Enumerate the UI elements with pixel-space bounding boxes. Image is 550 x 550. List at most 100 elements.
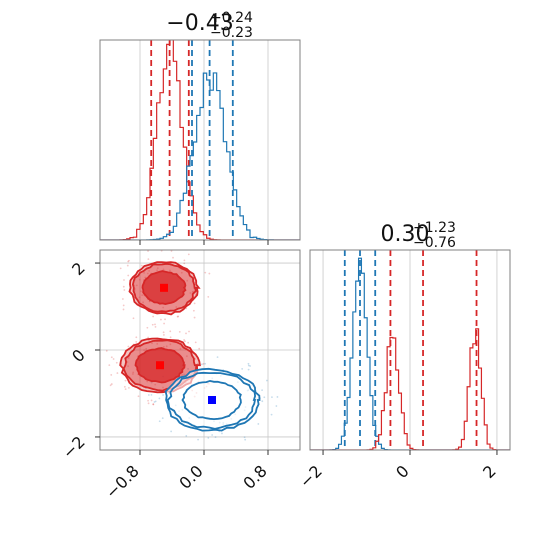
joint-sample-point <box>147 258 150 261</box>
joint-sample-point <box>105 349 108 352</box>
joint-sample-point <box>162 346 165 348</box>
joint-sample-point <box>124 379 127 382</box>
joint-sample-point <box>147 402 150 405</box>
joint-sample-point <box>183 259 186 262</box>
joint-sample-point <box>185 355 188 358</box>
joint-sample-point <box>116 372 119 374</box>
joint-sample-point <box>192 309 195 312</box>
joint-sample-point <box>204 271 207 274</box>
joint-sample-point <box>112 358 115 360</box>
joint-sample-point <box>189 292 192 294</box>
right-marginal-panel: −2 0 2 0.30 +1.23 −0.76 <box>296 220 511 492</box>
joint-sample-point <box>162 331 165 334</box>
top-marginal-ticks <box>139 240 269 245</box>
joint-sample-point <box>216 356 219 359</box>
joint-sample-point <box>152 403 155 406</box>
joint-sample-point <box>200 363 203 366</box>
joint-sample-point <box>247 368 250 371</box>
joint-sample-point <box>162 268 165 271</box>
joint-sample-point <box>207 437 210 439</box>
joint-sample-point <box>146 326 149 329</box>
joint-peak-marker <box>208 396 216 404</box>
joint-sample-point <box>162 386 164 389</box>
joint-sample-point <box>110 383 113 385</box>
joint-sample-point <box>143 271 145 274</box>
joint-xtick-label: 0.0 <box>175 461 206 492</box>
joint-sample-point <box>110 374 113 376</box>
top-marginal-title: −0.43 <box>166 11 233 36</box>
joint-sample-point <box>164 318 166 321</box>
joint-sample-point <box>153 401 156 403</box>
joint-sample-point <box>138 296 141 299</box>
joint-sample-point <box>177 315 180 318</box>
joint-sample-point <box>115 361 118 364</box>
joint-sample-point <box>138 278 141 281</box>
top-marginal-panel: −0.43 +0.24 −0.23 <box>99 10 301 245</box>
joint-sample-point <box>214 436 217 439</box>
joint-sample-point <box>127 365 130 368</box>
joint-sample-point <box>194 341 197 344</box>
joint-sample-point <box>128 259 130 262</box>
joint-sample-point <box>141 294 144 297</box>
joint-sample-point <box>162 394 164 396</box>
right-xtick-label: 0 <box>392 461 413 482</box>
joint-sample-point <box>185 434 188 437</box>
joint-peak-marker <box>160 283 168 292</box>
joint-panel: −0.8 0.0 0.8 −2 0 2 <box>59 249 301 502</box>
joint-sample-point <box>122 308 125 311</box>
joint-sample-point <box>143 349 146 352</box>
joint-sample-point <box>263 396 266 399</box>
joint-sample-point <box>127 260 130 263</box>
joint-sample-point <box>123 385 126 388</box>
joint-sample-point <box>183 373 186 376</box>
joint-sample-point <box>144 276 147 279</box>
top-histogram-series-0 <box>100 40 300 240</box>
joint-sample-point <box>132 317 135 320</box>
joint-sample-point <box>150 393 153 396</box>
joint-sample-point <box>150 381 153 384</box>
joint-ytick-label: 0 <box>68 345 89 366</box>
joint-sample-point <box>146 380 149 383</box>
joint-sample-point <box>126 361 129 363</box>
joint-sample-point <box>152 403 155 406</box>
joint-sample-point <box>147 394 150 396</box>
joint-sample-point <box>162 306 165 309</box>
top-marginal-frame <box>99 39 301 241</box>
joint-sample-point <box>169 343 172 346</box>
joint-sample-point <box>175 306 178 308</box>
right-marginal-grid <box>322 250 498 450</box>
top-title-value: −0.43 <box>166 11 233 36</box>
joint-sample-point <box>140 290 142 293</box>
joint-sample-point <box>169 269 171 272</box>
joint-sample-point <box>145 347 148 350</box>
joint-sample-point <box>161 417 164 420</box>
joint-sample-point <box>170 430 173 433</box>
joint-sample-point <box>169 330 172 333</box>
joint-sample-point <box>247 362 250 365</box>
joint-sample-point <box>109 384 112 387</box>
top-title-minus: −0.23 <box>210 25 253 41</box>
joint-sample-point <box>158 397 161 400</box>
right-title-plus: +1.23 <box>413 220 456 236</box>
joint-sample-point <box>126 264 129 267</box>
top-title-plus: +0.24 <box>210 10 253 26</box>
joint-sample-point <box>128 386 130 389</box>
joint-sample-point <box>156 267 159 270</box>
joint-sample-point <box>151 342 153 345</box>
joint-sample-point <box>176 315 179 318</box>
joint-sample-point <box>148 269 151 272</box>
joint-sample-point <box>142 301 145 304</box>
joint-sample-point <box>154 325 157 328</box>
joint-sample-point <box>108 364 111 367</box>
joint-sample-point <box>122 304 125 307</box>
joint-sample-point <box>140 264 143 267</box>
joint-sample-point <box>186 279 189 282</box>
joint-sample-point <box>159 318 162 321</box>
top-marginal-histograms <box>100 40 300 240</box>
joint-sample-point <box>119 267 122 270</box>
joint-xtick-label: 0.8 <box>239 461 270 492</box>
top-marginal-grid <box>139 40 269 240</box>
joint-sample-point <box>110 356 113 359</box>
joint-sample-point <box>122 285 125 288</box>
joint-sample-point <box>183 338 186 341</box>
